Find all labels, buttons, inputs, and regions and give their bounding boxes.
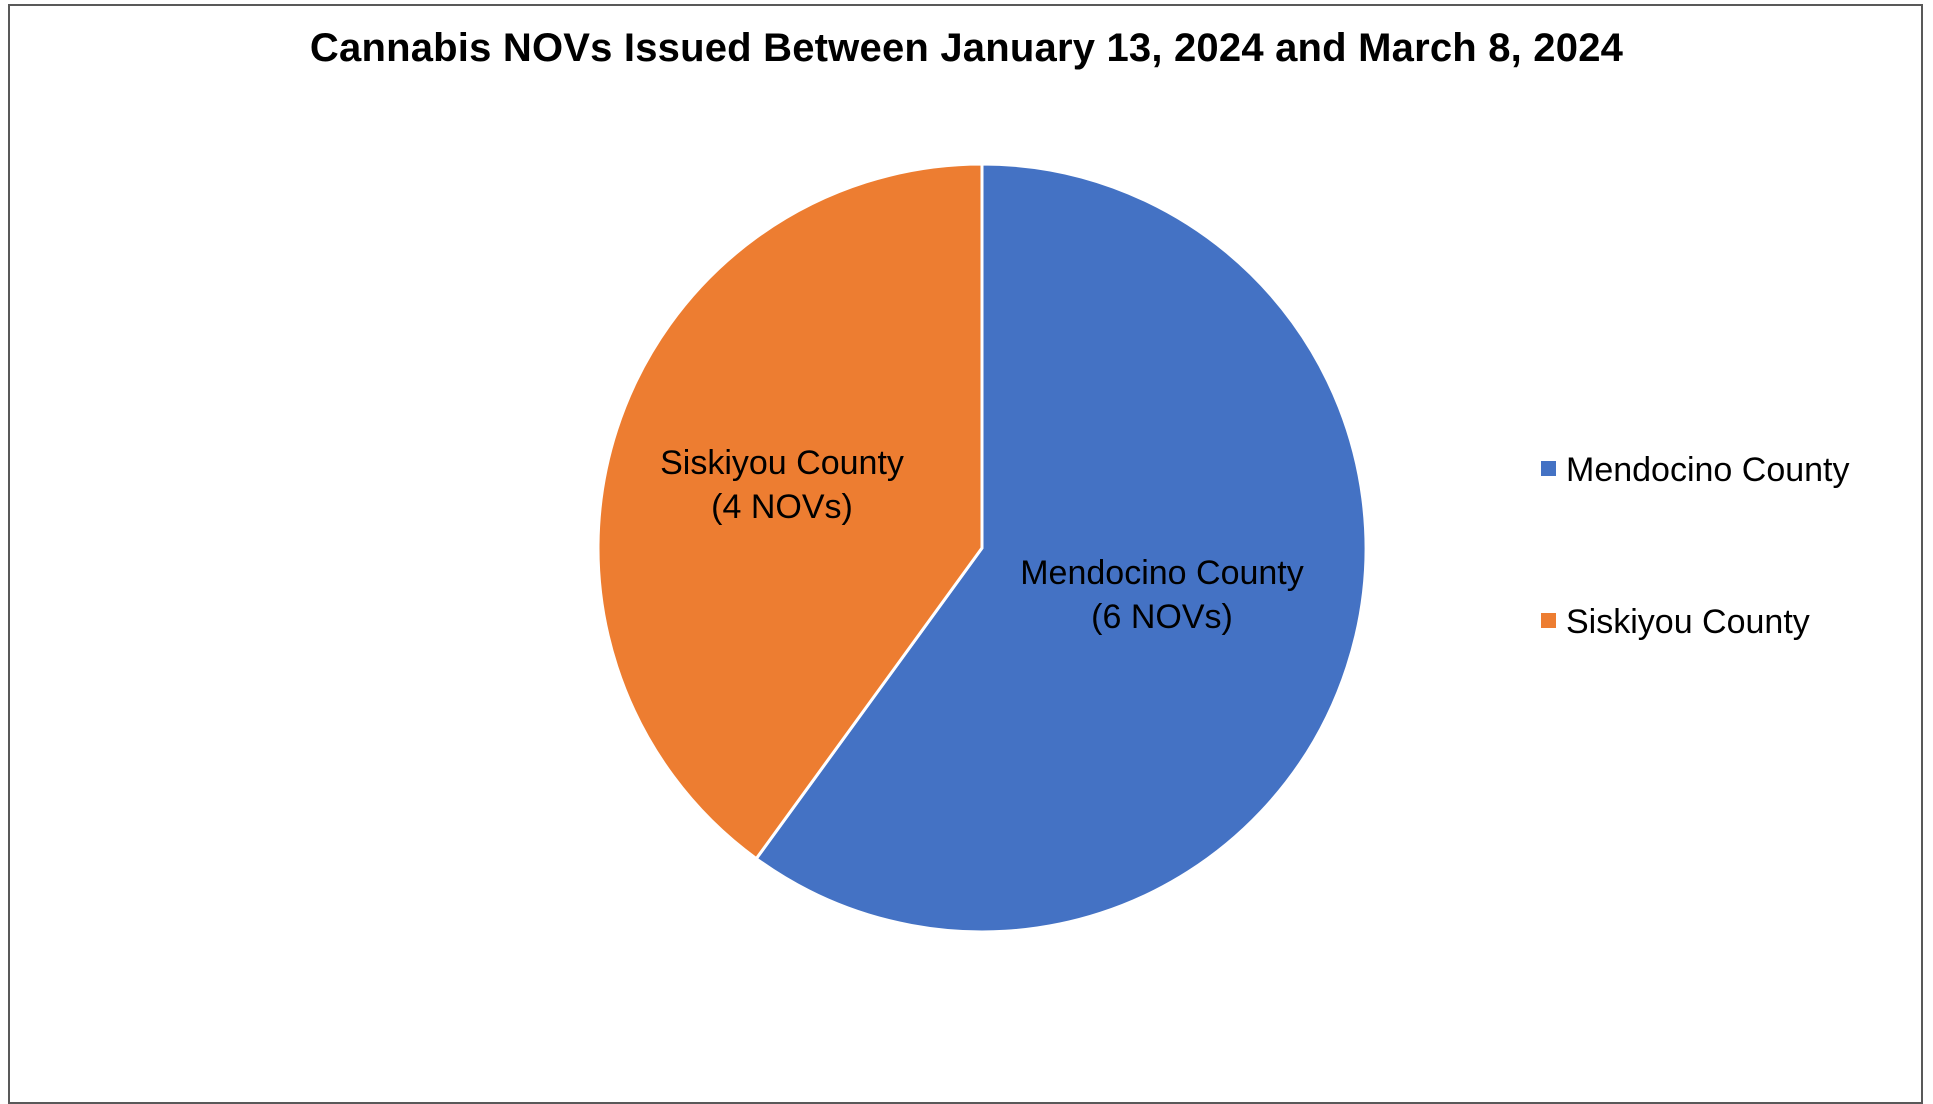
- legend-swatch-mendocino-county: [1541, 461, 1556, 476]
- chart-title: Cannabis NOVs Issued Between January 13,…: [309, 26, 1624, 70]
- data-label-name: Siskiyou County: [660, 444, 904, 482]
- pie-slices: [596, 162, 1368, 934]
- pie-slice-mendocino-county: [754, 162, 1368, 934]
- legend-label-mendocino-county: Mendocino County: [1566, 451, 1850, 489]
- data-label-value: (4 NOVs): [711, 488, 853, 526]
- legend-label-siskiyou-county: Siskiyou County: [1566, 603, 1810, 641]
- data-label-value: (6 NOVs): [1091, 598, 1233, 636]
- pie-labels: Mendocino County (6 NOVs) Siskiyou County (…: [660, 444, 1304, 636]
- data-label-mendocino-county: Mendocino County (6 NOVs): [1020, 554, 1304, 636]
- pie-chart: Mendocino County (6 NOVs) Siskiyou County (…: [596, 162, 1850, 934]
- data-label-siskiyou-county: Siskiyou County (4 NOVs): [660, 444, 904, 526]
- pie-slice-siskiyou-county: [596, 162, 984, 861]
- legend-swatch-siskiyou-county: [1541, 613, 1556, 628]
- legend: Mendocino County Siskiyou County: [1541, 451, 1850, 641]
- data-label-name: Mendocino County: [1020, 554, 1304, 592]
